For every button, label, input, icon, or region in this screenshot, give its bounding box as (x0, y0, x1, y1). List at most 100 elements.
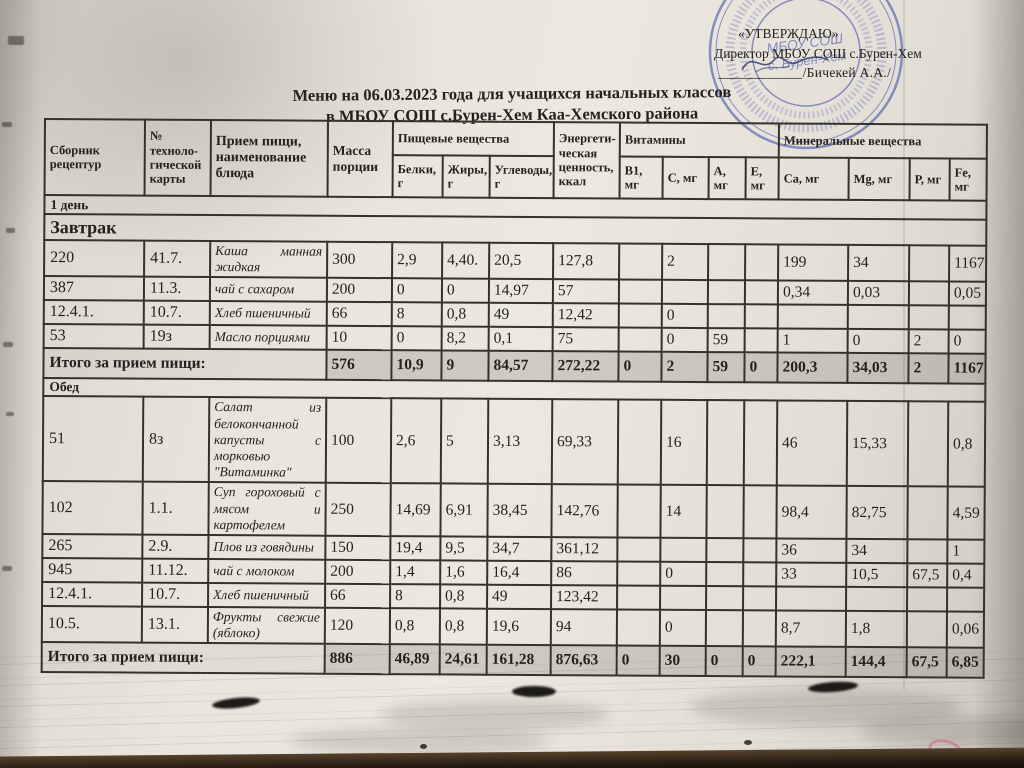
value-cell (619, 243, 663, 281)
value-cell (707, 280, 746, 305)
value-cell (907, 486, 948, 540)
value-cell: 0,8 (947, 401, 986, 488)
dish-name: Хлеб пшеничный (209, 301, 327, 327)
total-value-cell: 200,3 (777, 352, 848, 384)
value-cell (744, 304, 778, 329)
value-cell: 0,8 (439, 608, 488, 645)
value-cell: 0 (659, 609, 707, 647)
menu-table-body: 1 день Завтрак 220 41.7. Каша манная жидкая 3… (41, 195, 987, 679)
value-cell (743, 538, 777, 563)
value-cell: 5 (440, 398, 489, 485)
tech-card-number: 10.7. (142, 582, 209, 607)
recipe-number: 220 (44, 240, 145, 277)
dish-name: Хлеб пшеничный (208, 582, 326, 608)
dish-name: Каша манная жидкая (210, 241, 328, 279)
value-cell (743, 485, 777, 539)
school-stamp-icon: МБОУ СОШ с. Бурен-Хем (708, 0, 904, 150)
total-value-cell: 144,4 (845, 647, 907, 678)
value-cell (706, 400, 745, 486)
value-cell: 8,7 (775, 610, 847, 648)
total-value-cell: 272,22 (552, 351, 619, 382)
total-value-cell: 886 (324, 643, 390, 675)
scan-smudge (690, 688, 960, 726)
value-cell (846, 586, 908, 612)
value-cell (707, 304, 745, 329)
value-cell (906, 611, 948, 648)
value-cell: 127,8 (553, 243, 620, 280)
value-cell: 12,42 (552, 303, 619, 328)
value-cell (660, 585, 707, 610)
director-signature (741, 56, 829, 73)
value-cell: 2,9 (392, 242, 443, 279)
value-cell: 4,40. (442, 242, 490, 280)
tech-card-number: 11.12. (142, 558, 209, 583)
value-cell: 14 (660, 485, 707, 538)
total-value-cell: 34,03 (847, 353, 909, 384)
value-cell: 0 (391, 326, 442, 351)
scan-smudge (290, 728, 550, 754)
total-value-cell: 6,85 (946, 647, 984, 679)
total-value-cell: 2 (908, 353, 949, 384)
value-cell: 86 (551, 560, 618, 586)
header-fat: Жиры, г (442, 155, 490, 198)
value-cell: 19,6 (486, 608, 552, 646)
value-cell: 75 (552, 327, 619, 352)
value-cell (617, 585, 661, 610)
value-cell: 123,42 (551, 584, 618, 610)
dish-row: 220 41.7. Каша манная жидкая 300 2,9 4,40. 20,… (44, 240, 987, 283)
value-cell: 34 (848, 244, 910, 282)
value-cell (660, 537, 707, 562)
value-cell (617, 537, 661, 562)
recipe-number: 12.4.1. (43, 300, 144, 325)
value-cell (776, 586, 847, 611)
value-cell (706, 485, 744, 539)
value-cell: 100 (325, 398, 392, 484)
value-cell: 34,7 (487, 536, 552, 561)
value-cell (617, 399, 662, 486)
total-label: Итого за прием пищи: (41, 642, 325, 674)
value-cell (617, 484, 661, 538)
value-cell (661, 280, 709, 305)
total-value-cell: 0 (618, 351, 662, 383)
value-cell: 36 (776, 538, 847, 563)
value-cell: 0 (441, 278, 490, 304)
value-cell: 199 (778, 244, 849, 282)
tech-card-number: 13.1. (141, 606, 209, 644)
value-cell: 2 (662, 243, 709, 281)
menu-table-wrap: Сборник рецептур № техноло-гической карт… (41, 118, 988, 679)
value-cell (908, 305, 949, 330)
value-cell (777, 304, 848, 330)
dish-name: чай с сахаром (209, 277, 328, 303)
value-cell: 120 (324, 607, 391, 645)
dish-name: Плов из говядины (208, 534, 326, 560)
value-cell: 2 (908, 329, 949, 354)
recipe-number: 387 (43, 276, 145, 301)
scan-smudge (380, 700, 610, 730)
dish-name: Салат из белокончанной капусты с морковь… (208, 397, 327, 484)
approval-title: «УТВЕРЖДАЮ» (738, 26, 839, 41)
total-label: Итого за прием пищи: (43, 348, 327, 381)
header-meal: Прием пищи, наименование блюда (210, 120, 328, 197)
value-cell: 0 (660, 561, 707, 586)
value-cell: 0 (948, 329, 986, 355)
tech-card-number: 11.3. (143, 276, 211, 302)
dish-name: Суп гороховый с мясом и картофелем (208, 482, 326, 536)
value-cell: 6,91 (440, 483, 488, 537)
dish-row: 10.5. 13.1. Фрукты свежие (яблоко) 120 0,8 0,… (41, 605, 985, 649)
value-cell: 250 (325, 483, 391, 536)
total-value-cell: 2 (661, 352, 708, 383)
value-cell: 361,12 (551, 536, 618, 562)
value-cell: 0,06 (946, 611, 985, 649)
edge-mark (8, 36, 24, 45)
value-cell (706, 585, 744, 611)
ink-blot (512, 686, 556, 697)
recipe-number: 10.5. (41, 605, 143, 643)
dish-name: Фрукты свежие (яблоко) (207, 606, 326, 644)
header-mineral-p: Р, мг (909, 158, 950, 201)
dish-name: чай с молоком (208, 558, 326, 584)
value-cell: 200 (325, 559, 391, 584)
value-cell (742, 610, 777, 647)
header-vitamin-e: Е, мг (745, 157, 779, 200)
value-cell: 16,4 (487, 560, 552, 585)
value-cell: 1 (777, 328, 848, 354)
